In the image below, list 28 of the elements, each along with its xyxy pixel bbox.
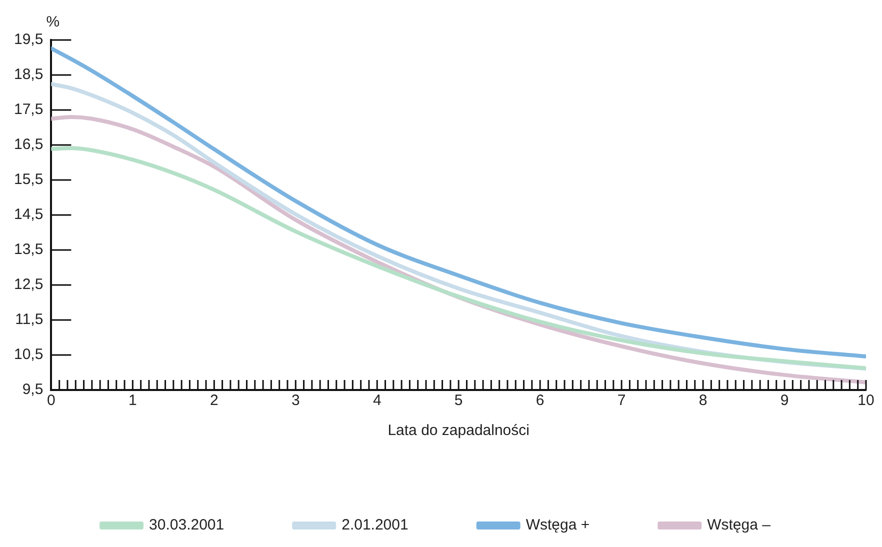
legend-label: 30.03.2001 — [149, 516, 224, 534]
legend-label: Wstęga + — [526, 516, 590, 534]
y-tick-label: 18,5 — [14, 66, 44, 84]
y-tick-label: 14,5 — [14, 206, 44, 224]
x-tick-label: 2 — [210, 392, 218, 410]
x-tick-label: 8 — [698, 392, 708, 410]
y-tick-label: 13,5 — [14, 241, 44, 258]
y-tick-label: 11,5 — [15, 311, 44, 328]
x-tick-label: 1 — [128, 392, 137, 410]
legend-label: Wstęga – — [707, 516, 772, 534]
legend-label: 2.01.2001 — [342, 516, 408, 534]
x-tick-label: 7 — [617, 392, 626, 410]
y-axis-title: % — [46, 14, 60, 31]
x-axis-title: Lata do zapadalności — [388, 422, 530, 440]
y-tick-label: 16,5 — [14, 136, 44, 154]
y-tick-label: 10,5 — [14, 346, 44, 364]
x-tick-label: 0 — [47, 392, 56, 410]
x-tick-label: 4 — [372, 392, 382, 410]
x-tick-label: 6 — [536, 392, 544, 410]
x-tick-label: 10 — [858, 392, 874, 410]
y-tick-label: 15,5 — [14, 171, 44, 188]
x-tick-label: 9 — [780, 392, 789, 410]
y-tick-label: 19,5 — [14, 31, 44, 48]
x-tick-label: 5 — [454, 392, 463, 410]
x-tick-label: 3 — [291, 392, 300, 410]
y-tick-label: 17,5 — [14, 101, 44, 118]
y-tick-label: 9,5 — [22, 381, 44, 398]
y-tick-label: 12,5 — [14, 276, 44, 294]
